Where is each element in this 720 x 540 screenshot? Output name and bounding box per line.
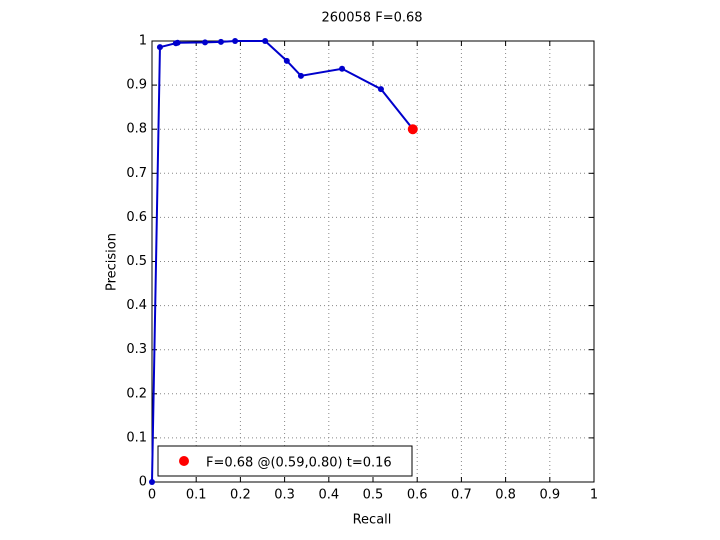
x-tick-label: 0 [148,488,156,503]
x-tick-label: 1 [590,488,598,503]
legend-marker [179,456,189,466]
data-point [232,38,239,44]
data-point [339,65,346,72]
y-tick-label: 0.3 [126,342,147,357]
y-tick-label: 0.2 [126,386,147,401]
y-tick-label: 1 [139,34,147,49]
x-tick-label: 0.2 [230,488,251,503]
data-point [202,39,209,46]
y-tick-label: 0.4 [126,298,147,313]
data-point [149,479,155,485]
legend-box [157,445,413,477]
plot-frame [151,40,595,483]
data-point [217,38,224,45]
y-tick-label: 0.1 [126,430,147,445]
y-axis-label: Precision [105,233,120,291]
y-tick-label: 0.7 [126,166,147,181]
x-tick-label: 0.5 [363,488,384,503]
legend-label: F=0.68 @(0.59,0.80) t=0.16 [206,456,392,471]
x-tick-label: 0.8 [495,488,516,503]
x-tick-label: 0.6 [407,488,428,503]
data-point [377,86,384,93]
x-tick-label: 0.9 [539,488,560,503]
y-tick-label: 0.9 [126,78,147,93]
data-point [262,38,269,44]
y-tick-label: 0 [139,475,147,490]
x-tick-label: 0.1 [186,488,207,503]
data-point [297,72,304,79]
data-point [283,57,290,64]
chart-title: 260058 F=0.68 [321,11,422,26]
x-tick-label: 0.3 [274,488,295,503]
data-point [407,124,418,135]
data-point [156,44,163,51]
x-tick-label: 0.7 [451,488,472,503]
y-tick-label: 0.6 [126,210,147,225]
data-point [174,39,181,46]
y-tick-label: 0.5 [126,254,147,269]
x-tick-label: 0.4 [318,488,339,503]
y-tick-label: 0.8 [126,122,147,137]
x-axis-label: Recall [353,513,392,528]
